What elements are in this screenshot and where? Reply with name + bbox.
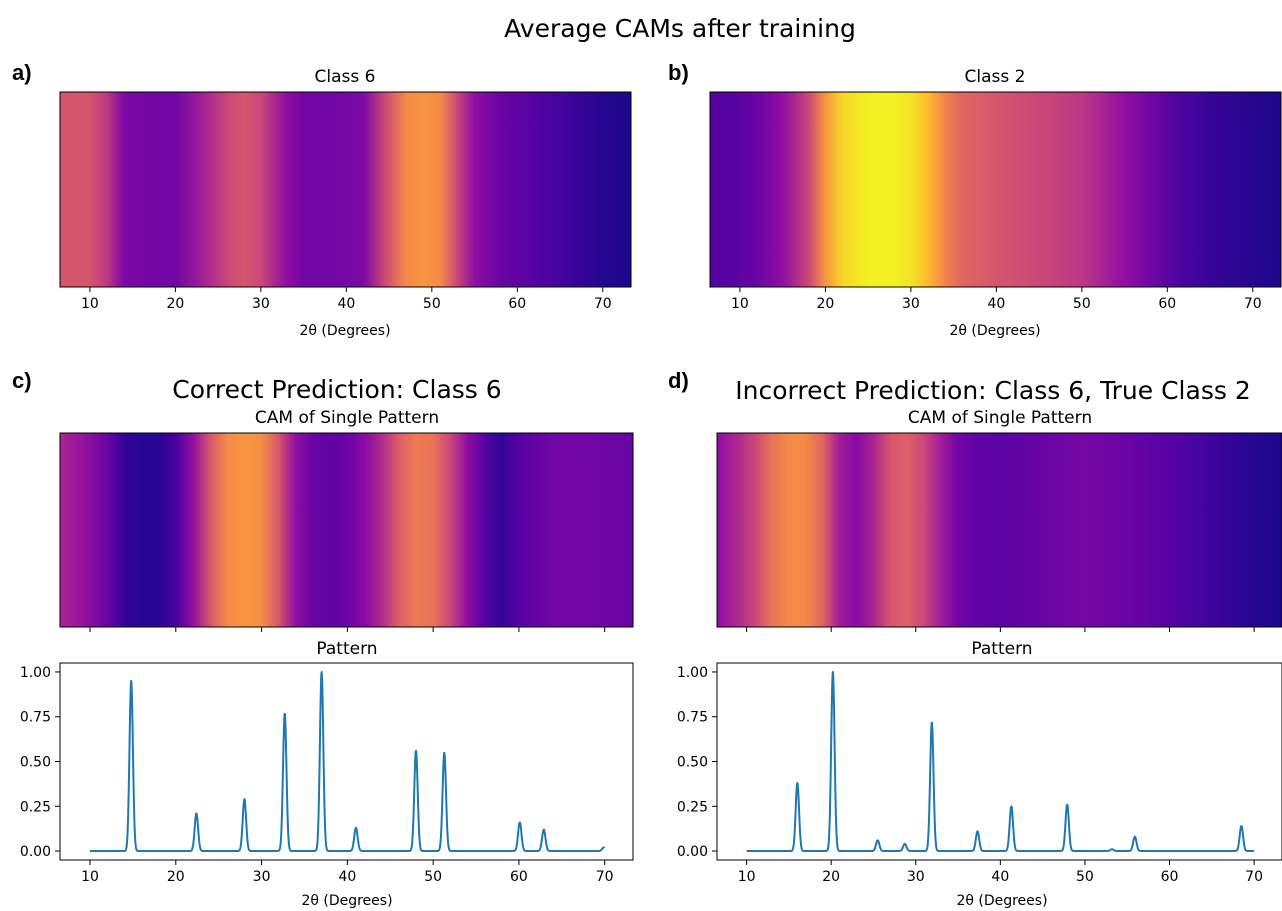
pattern-c-axes: 0.00 0.25 0.50 0.75 1.00 10 20 30 40 50 60 70 <box>20 662 634 885</box>
pattern-d-peak-1 <box>831 670 834 673</box>
pattern-d-x-tick-label-10: 10 <box>738 869 756 885</box>
cam-d-heatmap <box>716 432 1282 628</box>
cam-a-x-tick-label-50: 50 <box>423 296 441 312</box>
pattern-c-peak-0 <box>130 679 133 682</box>
pattern-d-peak-8 <box>1110 848 1113 851</box>
cam-a-heatmap <box>59 91 632 288</box>
pattern-c-x-tick-label-20: 20 <box>167 869 185 885</box>
pattern-d-y-tick-label-0: 0.00 <box>677 844 708 860</box>
pattern-d-axes: 0.00 0.25 0.50 0.75 1.00 10 20 30 40 50 60 70 <box>677 662 1282 885</box>
pattern-c-peak-8 <box>518 821 521 824</box>
pattern-d-y-tick-label-3: 0.75 <box>677 710 708 726</box>
pattern-c-y-tick-label-0: 0.00 <box>20 844 51 860</box>
cam-b-title: Class 2 <box>965 67 1026 87</box>
pattern-c-peak-2 <box>243 798 246 801</box>
cam-a-x-tick-label-10: 10 <box>81 296 99 312</box>
pattern-d-peak-5 <box>976 830 979 833</box>
pattern-d-y-tick-label-1: 0.25 <box>677 799 708 815</box>
cam-b-x-tick-label-30: 30 <box>902 296 920 312</box>
pattern-c-peak-1 <box>195 812 198 815</box>
pattern-d-series-line <box>745 670 1255 853</box>
panel-label-d: d) <box>668 368 689 393</box>
pattern-c-x-tick-label-50: 50 <box>424 869 442 885</box>
figure-title: Average CAMs after training <box>504 14 856 43</box>
pattern-d-x-tick-label-70: 70 <box>1245 869 1263 885</box>
cam-b-x-tick-label-60: 60 <box>1158 296 1176 312</box>
pattern-d-peak-0 <box>796 781 799 784</box>
cam-panel-b: Class 2 10 20 30 40 50 60 70 2θ (Degrees) <box>709 67 1282 339</box>
cam-a-x-tick-label-30: 30 <box>252 296 270 312</box>
cam-c-x-ticks <box>89 627 606 632</box>
cam-a-x-axis-label: 2θ (Degrees) <box>299 323 390 339</box>
pattern-c-x-tick-label-70: 70 <box>596 869 614 885</box>
panel-label-a: a) <box>12 60 32 85</box>
pattern-d-x-tick-label-20: 20 <box>822 869 840 885</box>
pattern-c-title: Pattern <box>316 639 377 659</box>
cam-a-title: Class 6 <box>315 67 376 87</box>
cam-b-x-tick-label-50: 50 <box>1073 296 1091 312</box>
panel-label-c: c) <box>12 368 32 393</box>
pattern-c-peak-10 <box>602 846 605 849</box>
pattern-c-x-axis-label: 2θ (Degrees) <box>301 893 392 909</box>
pattern-c-plot-area <box>59 662 634 861</box>
pattern-c-peak-6 <box>414 749 417 752</box>
cam-a-x-axis: 10 20 30 40 50 60 70 <box>81 287 612 312</box>
cam-b-x-axis: 10 20 30 40 50 60 70 <box>731 287 1262 312</box>
pattern-c-peak-3 <box>283 712 286 715</box>
pattern-d-title: Pattern <box>971 639 1032 659</box>
pattern-c-peak-5 <box>354 826 357 829</box>
cam-b-x-tick-label-20: 20 <box>816 296 834 312</box>
pattern-c-y-tick-label-2: 0.50 <box>20 755 51 771</box>
panel-c-title: Correct Prediction: Class 6 <box>172 375 501 404</box>
cam-d-x-ticks <box>746 627 1255 632</box>
cam-b-x-tick-label-10: 10 <box>731 296 749 312</box>
pattern-d-x-tick-label-40: 40 <box>991 869 1009 885</box>
panel-d-title: Incorrect Prediction: Class 6, True Clas… <box>735 376 1250 405</box>
pattern-c-peak-9 <box>542 828 545 831</box>
cam-a-x-tick-label-40: 40 <box>337 296 355 312</box>
cam-c-title: CAM of Single Pattern <box>255 408 439 428</box>
pattern-d-peak-3 <box>903 842 906 845</box>
cam-b-x-tick-label-70: 70 <box>1244 296 1262 312</box>
pattern-d-y-tick-label-2: 0.50 <box>677 755 708 771</box>
pattern-c-y-tick-label-4: 1.00 <box>20 665 51 681</box>
pattern-c-peak-4 <box>320 670 323 673</box>
cam-c-heatmap <box>59 432 634 628</box>
pattern-c-series-line <box>89 670 606 853</box>
cam-panel-a: Class 6 10 20 30 40 50 60 70 2θ (Degrees) <box>59 67 632 339</box>
pattern-d-plot-area <box>716 662 1282 861</box>
pattern-d-x-axis-label: 2θ (Degrees) <box>956 893 1047 909</box>
pattern-c-x-tick-label-10: 10 <box>81 869 99 885</box>
pattern-c-peak-7 <box>443 751 446 754</box>
pattern-d-peak-9 <box>1133 835 1136 838</box>
pattern-d-y-tick-label-4: 1.00 <box>677 665 708 681</box>
cam-a-x-tick-label-60: 60 <box>508 296 526 312</box>
cam-a-x-tick-label-70: 70 <box>594 296 612 312</box>
cam-a-x-tick-label-20: 20 <box>166 296 184 312</box>
cam-b-heatmap <box>709 91 1282 288</box>
pattern-c-y-tick-label-3: 0.75 <box>20 710 51 726</box>
pattern-d-peak-10 <box>1240 824 1243 827</box>
panel-c: Correct Prediction: Class 6 CAM of Singl… <box>20 375 634 909</box>
pattern-c-y-tick-label-1: 0.25 <box>20 799 51 815</box>
cam-d-title: CAM of Single Pattern <box>908 408 1092 428</box>
cam-b-x-axis-label: 2θ (Degrees) <box>949 323 1040 339</box>
pattern-c-x-tick-label-40: 40 <box>338 869 356 885</box>
cam-b-x-tick-label-40: 40 <box>987 296 1005 312</box>
pattern-d-x-tick-label-50: 50 <box>1076 869 1094 885</box>
pattern-d-peak-6 <box>1010 805 1013 808</box>
pattern-d-x-tick-label-60: 60 <box>1161 869 1179 885</box>
panel-d: Incorrect Prediction: Class 6, True Clas… <box>677 376 1282 909</box>
pattern-d-peak-7 <box>1066 803 1069 806</box>
pattern-c-x-tick-label-60: 60 <box>510 869 528 885</box>
pattern-d-peak-4 <box>930 721 933 724</box>
pattern-c-x-tick-label-30: 30 <box>253 869 271 885</box>
pattern-d-x-tick-label-30: 30 <box>907 869 925 885</box>
panel-label-b: b) <box>668 60 689 85</box>
pattern-d-peak-2 <box>876 839 879 842</box>
